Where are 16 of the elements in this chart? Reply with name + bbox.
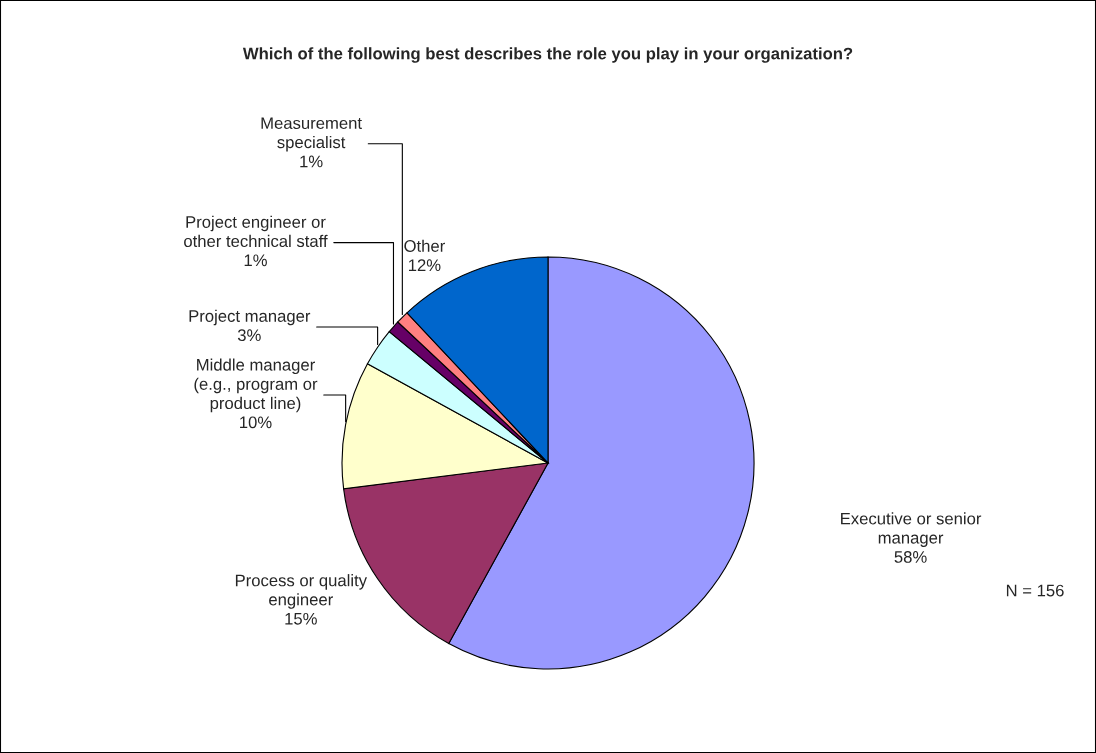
slice-label: Executive or senior manager: [841, 512, 982, 547]
slice-label: Middle manager (e.g., program or product line): [194, 358, 318, 413]
data-label: 12%: [408, 259, 441, 271]
text: N = 156: [1006, 584, 1064, 597]
data-label: 1%: [300, 155, 323, 168]
data-label: 3%: [237, 329, 261, 342]
slice-label: Measurement specialist: [261, 117, 362, 152]
slice-label: Other: [404, 239, 445, 252]
slice-label: Project manager: [189, 309, 311, 326]
data-label: 15%: [285, 612, 317, 625]
slice-label: Process or quality engineer: [235, 574, 367, 609]
slice-label: Project engineer or other technical staff: [184, 215, 328, 248]
data-label: 58%: [894, 551, 927, 563]
chart-title: Which of the following best describes the role you play in your organization?: [242, 47, 853, 63]
data-label: 1%: [244, 254, 267, 267]
data-label: 10%: [240, 416, 272, 429]
